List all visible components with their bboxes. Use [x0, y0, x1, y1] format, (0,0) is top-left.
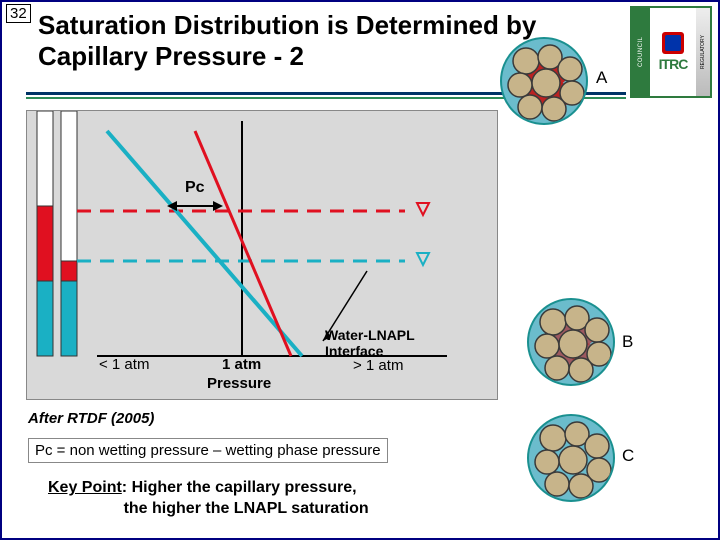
key-point-label: Key Point: [48, 479, 122, 496]
gt-1atm-label: > 1 atm: [353, 357, 403, 374]
chart-svg: [27, 111, 499, 401]
label-c: C: [622, 446, 634, 466]
label-a: A: [596, 68, 607, 88]
key-point: Key Point: Higher the capillary pressure…: [48, 478, 369, 520]
interstate-shield-icon: [662, 32, 684, 54]
key-point-text-2: the higher the LNAPL saturation: [124, 500, 369, 517]
itrc-logo: COUNCIL ITRC REGULATORY: [630, 6, 712, 98]
pc-double-arrow-icon: [167, 199, 223, 213]
logo-left-text: COUNCIL: [632, 8, 650, 96]
pressure-label: Pressure: [207, 375, 271, 392]
logo-right-text: REGULATORY: [696, 8, 710, 96]
grain-diagram-b: [527, 298, 615, 386]
slide-number: 32: [6, 4, 31, 23]
pc-definition: Pc = non wetting pressure – wetting phas…: [28, 438, 388, 463]
key-point-text-1: : Higher the capillary pressure,: [122, 479, 357, 496]
pc-label: Pc: [185, 179, 205, 197]
capillary-pressure-chart: Pc < 1 atm 1 atm Pressure Water-LNAPL In…: [26, 110, 498, 400]
grain-diagram-a: [500, 37, 588, 125]
label-b: B: [622, 332, 633, 352]
logo-main-text: ITRC: [659, 56, 688, 72]
citation: After RTDF (2005): [28, 410, 154, 427]
grain-diagram-c: [527, 414, 615, 502]
one-atm-label: 1 atm: [222, 356, 261, 373]
lt-1atm-label: < 1 atm: [99, 356, 149, 373]
interface-label-1: Water-LNAPL: [325, 327, 415, 343]
